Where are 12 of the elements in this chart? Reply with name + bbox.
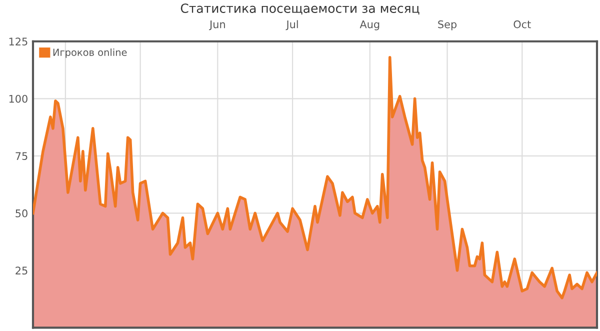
y-tick-label: 125 — [9, 38, 28, 46]
x-tick-label: Oct — [514, 20, 531, 28]
x-tick-label: Aug — [360, 20, 380, 30]
chart-title: Статистика посещаемости за месяц — [180, 4, 420, 15]
x-tick-label: Sep — [438, 20, 457, 30]
y-tick-label: 25 — [16, 266, 28, 275]
y-tick-label: 75 — [16, 152, 28, 160]
legend-label: Игроков online — [53, 48, 127, 58]
x-tick-label: Jun — [208, 20, 225, 30]
y-tick-label: 100 — [9, 94, 28, 103]
y-tick-label: 50 — [16, 209, 28, 218]
x-tick-label: Jul — [286, 20, 298, 30]
